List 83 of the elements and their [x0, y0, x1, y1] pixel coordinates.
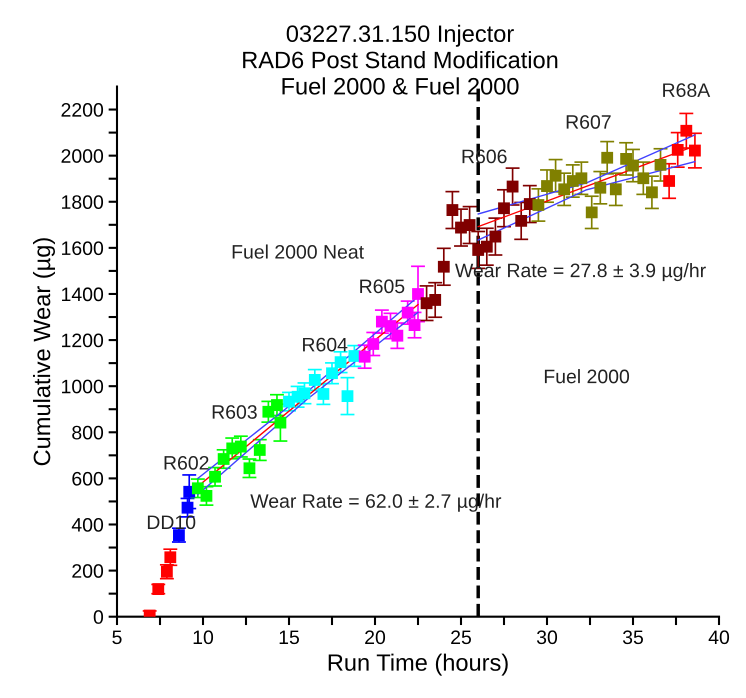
annotation: R68A — [663, 83, 710, 98]
point — [408, 319, 420, 331]
point — [200, 490, 212, 502]
y-tick-label: 600 — [72, 472, 104, 486]
x-tick-label: 20 — [365, 630, 386, 644]
point — [464, 219, 476, 231]
point — [412, 288, 424, 300]
y-tick-label: 1400 — [62, 287, 104, 302]
annotation: DD10 — [148, 515, 196, 530]
point — [326, 367, 338, 380]
y-axis-title: Cumulative Wear (µg) — [32, 238, 55, 466]
point — [672, 144, 684, 156]
point — [342, 390, 354, 402]
annotation: Wear Rate = 27.8 ± 3.9 µg/hr — [455, 263, 706, 282]
annotation: R607 — [566, 115, 611, 129]
y-tick-label: 1800 — [62, 195, 104, 209]
point — [218, 453, 230, 465]
annotation: R605 — [360, 279, 404, 294]
y-tick-label: 2000 — [62, 149, 104, 163]
point — [586, 206, 598, 218]
annotation: R604 — [303, 338, 348, 352]
point — [402, 306, 414, 319]
point — [489, 230, 502, 242]
point — [446, 204, 458, 216]
y-tick-label: 0 — [94, 610, 104, 624]
point — [498, 202, 510, 214]
point — [429, 294, 442, 306]
point — [480, 240, 493, 253]
point — [317, 388, 330, 400]
point — [680, 124, 692, 137]
point — [627, 160, 639, 172]
chart-title: 03227.31.150 Injector RAD6 Post Stand Modification Fuel 2000 & Fuel 2000 — [243, 24, 558, 95]
y-tick-label: 200 — [72, 564, 104, 578]
point — [541, 180, 553, 192]
annotation: Fuel 2000 — [544, 369, 630, 384]
point — [601, 152, 614, 164]
point — [438, 260, 450, 273]
point — [358, 350, 371, 363]
point — [654, 158, 666, 171]
annotation: R602 — [164, 456, 208, 470]
y-tick-label: 1600 — [62, 241, 104, 256]
y-tick-label: 800 — [72, 426, 104, 440]
x-tick-label: 40 — [708, 630, 730, 644]
point — [182, 502, 194, 514]
x-tick-label: 30 — [536, 630, 558, 644]
x-tick-label: 10 — [194, 630, 214, 644]
point — [244, 462, 256, 474]
point — [348, 350, 360, 362]
point — [610, 183, 622, 196]
point — [308, 374, 321, 386]
x-tick-label: 5 — [112, 630, 122, 644]
point — [254, 444, 266, 456]
point — [367, 338, 380, 350]
y-tick-label: 2200 — [62, 103, 104, 117]
point — [384, 320, 396, 332]
point — [550, 170, 562, 182]
point — [271, 399, 283, 411]
x-tick-label: 35 — [622, 630, 643, 644]
point — [334, 356, 347, 368]
point — [575, 172, 588, 184]
point — [663, 175, 676, 187]
point — [274, 416, 286, 429]
point — [209, 470, 221, 483]
point — [506, 180, 519, 192]
annotation: Fuel 2000 Neat — [232, 244, 364, 259]
point — [532, 199, 544, 211]
point — [689, 144, 701, 156]
annotation: R606 — [462, 150, 507, 164]
y-tick-label: 400 — [72, 518, 104, 532]
x-tick-label: 25 — [451, 630, 471, 644]
annotation: R603 — [212, 405, 257, 419]
x-axis-title: Run Time (hours) — [328, 654, 508, 676]
point — [234, 440, 247, 452]
y-tick-label: 1200 — [62, 334, 104, 348]
point — [391, 330, 404, 342]
point — [515, 214, 528, 227]
x-tick-label: 15 — [280, 630, 299, 644]
point — [594, 182, 606, 194]
point — [637, 172, 650, 184]
point — [646, 186, 658, 198]
point — [298, 387, 310, 400]
y-tick-label: 1000 — [62, 380, 104, 394]
annotation: Wear Rate = 62.0 ± 2.7 µg/hr — [250, 494, 502, 512]
